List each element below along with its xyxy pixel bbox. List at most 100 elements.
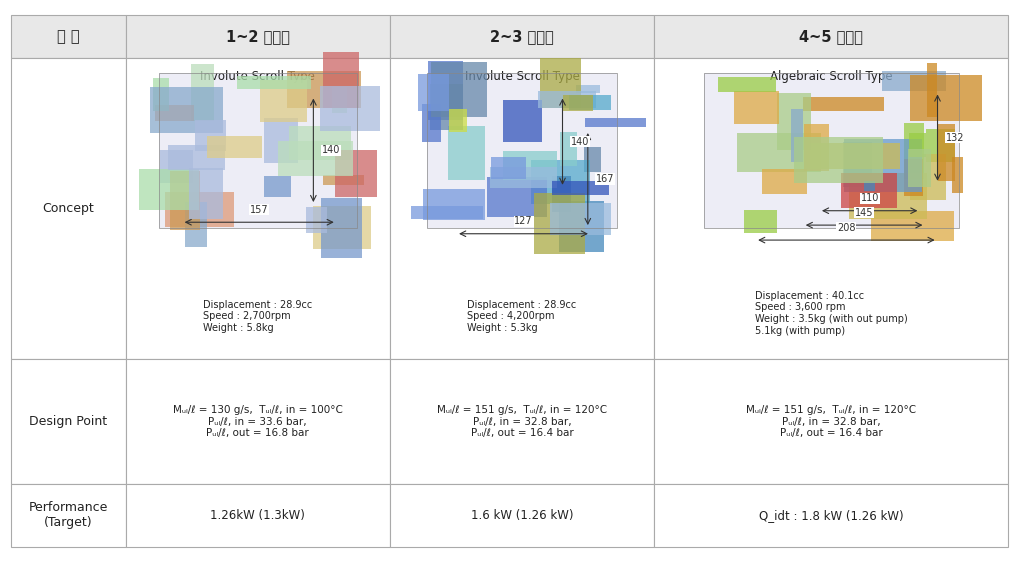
Bar — [126, 15, 389, 58]
Bar — [264, 118, 297, 163]
Text: 145: 145 — [855, 208, 873, 218]
Bar — [654, 484, 1008, 547]
Bar — [844, 139, 923, 192]
Bar — [810, 143, 900, 168]
Bar — [928, 63, 937, 117]
Text: Mᵤₗ/ℓ = 151 g/s,  Tᵤₗ/ℓ, in = 120°C
Pᵤₗ/ℓ, in = 32.8 bar,
Pᵤₗ/ℓ, out = 16.4 bar: Mᵤₗ/ℓ = 151 g/s, Tᵤₗ/ℓ, in = 120°C Pᵤₗ/ℓ… — [437, 405, 607, 438]
Text: Displacement : 28.9cc
Speed : 2,700rpm
Weight : 5.8kg: Displacement : 28.9cc Speed : 2,700rpm W… — [203, 299, 312, 333]
Bar — [190, 168, 223, 219]
Bar — [909, 133, 926, 157]
Bar — [427, 73, 618, 228]
Text: 2~3 차년도: 2~3 차년도 — [490, 29, 554, 44]
Bar — [153, 78, 169, 111]
Bar — [849, 173, 928, 219]
Bar — [160, 149, 193, 183]
Bar — [389, 484, 654, 547]
Bar — [126, 58, 389, 359]
Bar — [908, 149, 931, 187]
Bar — [321, 197, 362, 258]
Bar — [490, 167, 557, 188]
Bar — [654, 359, 1008, 484]
Bar — [551, 203, 610, 235]
Bar — [237, 76, 311, 88]
Bar — [882, 70, 946, 91]
Bar — [164, 192, 233, 227]
Bar — [158, 73, 357, 228]
Bar — [654, 15, 1008, 58]
Bar — [333, 87, 347, 113]
Bar — [487, 177, 547, 218]
Bar — [794, 137, 883, 183]
Bar — [264, 177, 291, 197]
Bar — [306, 207, 327, 234]
Bar — [904, 123, 924, 179]
Text: 157: 157 — [249, 205, 269, 215]
Bar — [11, 359, 126, 484]
Bar — [261, 80, 307, 122]
Text: 110: 110 — [861, 193, 879, 203]
Text: +: + — [677, 332, 782, 452]
Text: Q_idt : 1.8 kW (1.26 kW): Q_idt : 1.8 kW (1.26 kW) — [758, 509, 903, 522]
Text: Algebraic Scroll Type: Algebraic Scroll Type — [770, 70, 892, 83]
Bar — [422, 104, 441, 143]
Bar — [503, 100, 541, 143]
Text: 1.6 kW (1.26 kW): 1.6 kW (1.26 kW) — [470, 509, 573, 522]
Bar — [563, 95, 593, 111]
Bar — [424, 189, 486, 220]
Bar — [844, 142, 872, 186]
Bar — [871, 211, 954, 241]
Bar — [938, 123, 955, 181]
Text: Involute Scroll Type: Involute Scroll Type — [464, 70, 579, 83]
Bar — [11, 15, 126, 58]
Text: Design Point: Design Point — [29, 415, 107, 428]
Bar — [335, 149, 376, 197]
Text: 140: 140 — [571, 137, 589, 147]
Bar — [584, 118, 646, 127]
Bar — [389, 58, 654, 359]
Bar — [803, 124, 829, 171]
Bar — [323, 52, 359, 108]
Bar — [389, 15, 654, 58]
Bar — [192, 64, 214, 121]
Bar — [763, 169, 807, 194]
Bar — [170, 171, 201, 230]
Bar — [569, 95, 610, 110]
Bar — [734, 91, 780, 124]
Text: Involute Scroll Type: Involute Scroll Type — [200, 70, 315, 83]
Bar — [287, 70, 361, 108]
Bar — [743, 211, 777, 233]
Text: 구 분: 구 분 — [57, 29, 79, 44]
Text: 167: 167 — [596, 174, 614, 184]
Text: T: T — [556, 283, 660, 432]
Text: Performance
(Target): Performance (Target) — [28, 501, 107, 530]
Bar — [158, 73, 357, 228]
Bar — [559, 201, 604, 252]
Bar — [323, 174, 364, 185]
Bar — [427, 73, 618, 228]
Text: Mᵤₗ/ℓ = 130 g/s,  Tᵤₗ/ℓ, in = 100°C
Pᵤₗ/ℓ, in = 33.6 bar,
Pᵤₗ/ℓ, out = 16.8 bar: Mᵤₗ/ℓ = 130 g/s, Tᵤₗ/ℓ, in = 100°C Pᵤₗ/ℓ… — [172, 405, 343, 438]
Bar — [431, 84, 463, 130]
Bar — [150, 87, 223, 133]
Bar — [910, 75, 983, 122]
Bar — [491, 157, 526, 179]
Bar — [704, 73, 958, 228]
Bar — [910, 155, 946, 200]
Text: 140: 140 — [321, 145, 340, 155]
Bar — [903, 159, 923, 196]
Text: Displacement : 28.9cc
Speed : 4,200rpm
Weight : 5.3kg: Displacement : 28.9cc Speed : 4,200rpm W… — [467, 299, 577, 333]
Bar — [654, 58, 1008, 359]
Bar — [553, 176, 572, 212]
Bar — [278, 141, 353, 176]
Text: Mᵤₗ/ℓ = 151 g/s,  Tᵤₗ/ℓ, in = 120°C
Pᵤₗ/ℓ, in = 32.8 bar,
Pᵤₗ/ℓ, out = 16.4 bar: Mᵤₗ/ℓ = 151 g/s, Tᵤₗ/ℓ, in = 120°C Pᵤₗ/ℓ… — [746, 405, 917, 438]
Bar — [802, 97, 884, 111]
Text: 4~5 차년도: 4~5 차년도 — [799, 29, 863, 44]
Bar — [448, 126, 485, 180]
Bar — [319, 85, 380, 131]
Bar — [412, 207, 483, 219]
Text: 208: 208 — [838, 223, 856, 233]
Text: Concept: Concept — [43, 203, 94, 215]
Bar — [155, 106, 194, 121]
Bar — [704, 73, 958, 228]
Bar — [431, 62, 488, 117]
Bar — [313, 205, 371, 249]
